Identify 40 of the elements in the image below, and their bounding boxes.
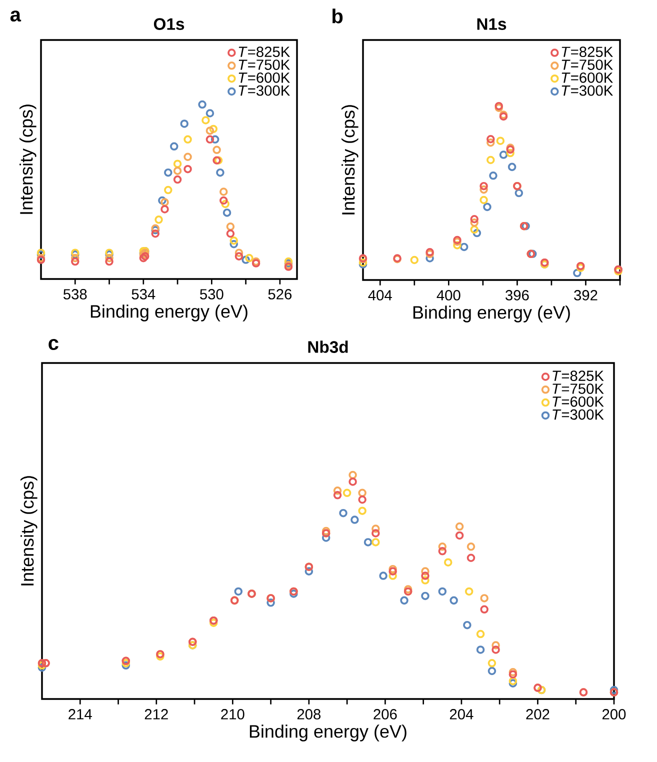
legend-label: T=600K <box>552 396 604 407</box>
x-tick-label: 206 <box>374 709 397 720</box>
legend-label: T=600K <box>562 72 613 83</box>
x-tick-label: 204 <box>450 709 474 720</box>
x-tick-label: 526 <box>268 289 292 300</box>
x-tick-label: 538 <box>63 289 87 300</box>
x-tick-label: 214 <box>68 709 92 720</box>
legend-label: T=600K <box>238 72 290 83</box>
x-tick-label: 396 <box>506 290 529 300</box>
y-axis-title: Intensity (cps) <box>342 105 358 214</box>
legend-label: T=825K <box>552 370 604 382</box>
x-tick-label: 400 <box>436 290 460 300</box>
text: a <box>10 10 22 22</box>
text: c <box>48 339 58 350</box>
x-tick-label: 200 <box>602 709 626 720</box>
y-axis-title: Intensity (cps) <box>20 476 38 586</box>
x-tick-label: 404 <box>368 290 392 300</box>
legend-label: T=750K <box>238 60 290 70</box>
legend-label: T=300K <box>238 85 290 96</box>
x-tick-label: 530 <box>200 289 224 300</box>
x-tick-label: 212 <box>144 709 168 720</box>
y-axis-title: Intensity (cps) <box>20 104 36 214</box>
legend-label: T=750K <box>562 60 613 70</box>
x-tick-label: 208 <box>297 709 321 720</box>
x-axis-title: Binding energy (eV) <box>250 724 406 742</box>
legend-label: T=300K <box>552 409 604 420</box>
x-tick-label: 534 <box>132 289 156 300</box>
chart-title: O1s <box>154 18 184 30</box>
x-tick-label: 392 <box>574 290 598 300</box>
x-axis-title: Binding energy (eV) <box>413 306 570 322</box>
x-tick-label: 202 <box>526 709 550 720</box>
chart-title: Nb3d <box>308 340 348 353</box>
legend-label: T=750K <box>552 384 604 394</box>
x-axis-title: Binding energy (eV) <box>90 304 248 322</box>
legend-label: T=300K <box>562 85 613 96</box>
x-tick-label: 210 <box>221 709 244 720</box>
text: b <box>332 8 343 24</box>
chart-title: N1s <box>477 18 506 30</box>
legend-label: T=825K <box>562 46 613 58</box>
legend-label: T=825K <box>238 46 290 58</box>
